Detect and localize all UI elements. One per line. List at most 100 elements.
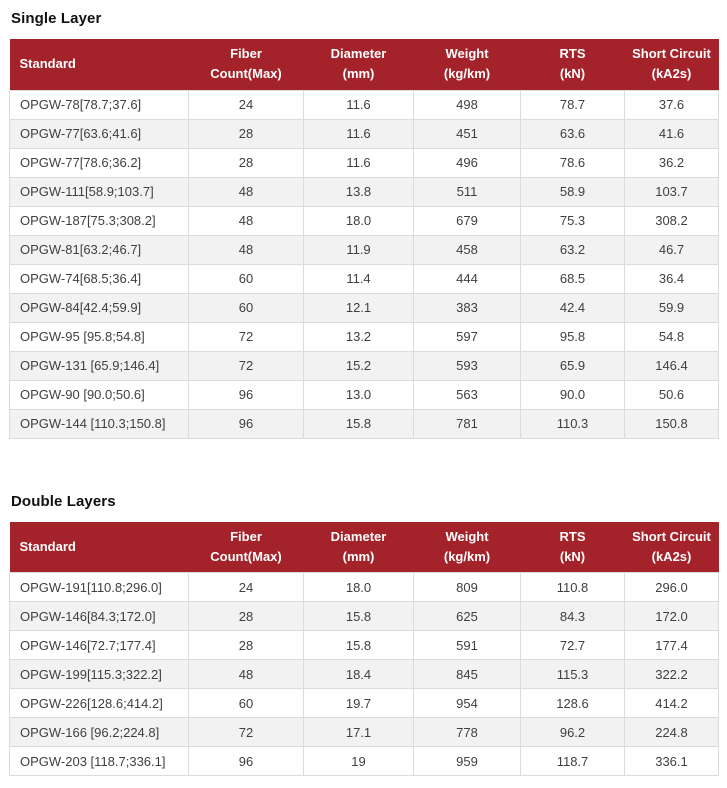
value-cell: 90.0 bbox=[520, 379, 625, 410]
value-cell: 103.7 bbox=[624, 176, 719, 207]
value-cell: 28 bbox=[188, 601, 304, 631]
value-cell: 591 bbox=[413, 630, 521, 660]
value-cell: 11.9 bbox=[303, 234, 414, 265]
value-cell: 625 bbox=[413, 601, 521, 631]
column-header-line: (kN) bbox=[559, 548, 586, 564]
column-header: Diameter (mm) bbox=[303, 521, 414, 573]
double-layers-title: Double Layers bbox=[11, 492, 116, 510]
single-layer-table-body: OPGW-78[78.7;37.6] 24 11.6 498 78.7 37.6 OPGW-… bbox=[9, 89, 719, 439]
value-cell: 84.3 bbox=[520, 601, 625, 631]
column-header-line: Standard bbox=[19, 56, 76, 72]
double-layers-table-body: OPGW-191[110.8;296.0] 24 18.0 809 110.8 296.0… bbox=[9, 572, 719, 776]
value-cell: 75.3 bbox=[520, 205, 625, 236]
value-cell: 11.4 bbox=[303, 263, 414, 294]
value-cell: 414.2 bbox=[624, 688, 719, 718]
value-cell: 95.8 bbox=[520, 321, 625, 352]
table-row: OPGW-84[42.4;59.9] 60 12.1 383 42.4 59.9 bbox=[9, 292, 719, 323]
value-cell: 451 bbox=[413, 118, 521, 149]
value-cell: 58.9 bbox=[520, 176, 625, 207]
value-cell: 68.5 bbox=[520, 263, 625, 294]
column-header-line: Diameter bbox=[330, 528, 387, 544]
column-header: Fiber Count(Max) bbox=[188, 521, 304, 573]
value-cell: 72.7 bbox=[520, 630, 625, 660]
double-layers-table: Standard Fiber Count(Max) Diameter (mm) Weigh… bbox=[9, 521, 719, 776]
value-cell: 18.0 bbox=[303, 572, 414, 602]
standard-cell: OPGW-146[72.7;177.4] bbox=[9, 630, 189, 660]
value-cell: 28 bbox=[188, 630, 304, 660]
standard-cell: OPGW-199[115.3;322.2] bbox=[9, 659, 189, 689]
value-cell: 96 bbox=[188, 746, 304, 776]
value-cell: 59.9 bbox=[624, 292, 719, 323]
table-row: OPGW-144 [110.3;150.8] 96 15.8 781 110.3 150.… bbox=[9, 408, 719, 439]
value-cell: 563 bbox=[413, 379, 521, 410]
standard-cell: OPGW-111[58.9;103.7] bbox=[9, 176, 189, 207]
value-cell: 954 bbox=[413, 688, 521, 718]
standard-cell: OPGW-77[78.6;36.2] bbox=[9, 147, 189, 178]
column-header-line: Count(Max) bbox=[210, 548, 282, 564]
value-cell: 18.0 bbox=[303, 205, 414, 236]
header-row: Standard Fiber Count(Max) Diameter (mm) Weigh… bbox=[9, 39, 719, 90]
table-row: OPGW-74[68.5;36.4] 60 11.4 444 68.5 36.4 bbox=[9, 263, 719, 294]
column-header-line: (mm) bbox=[342, 66, 375, 82]
value-cell: 96 bbox=[188, 408, 304, 439]
value-cell: 845 bbox=[413, 659, 521, 689]
value-cell: 28 bbox=[188, 147, 304, 178]
value-cell: 42.4 bbox=[520, 292, 625, 323]
column-header: Short Circuit (kA2s) bbox=[624, 521, 719, 573]
value-cell: 809 bbox=[413, 572, 521, 602]
single-layer-table: Standard Fiber Count(Max) Diameter (mm) Weigh… bbox=[9, 39, 719, 439]
value-cell: 146.4 bbox=[624, 350, 719, 381]
column-header-line: Count(Max) bbox=[210, 66, 282, 82]
column-header: RTS (kN) bbox=[520, 39, 625, 90]
table-row: OPGW-81[63.2;46.7] 48 11.9 458 63.2 46.7 bbox=[9, 234, 719, 265]
table-row: OPGW-111[58.9;103.7] 48 13.8 511 58.9 103.7 bbox=[9, 176, 719, 207]
standard-cell: OPGW-74[68.5;36.4] bbox=[9, 263, 189, 294]
column-header-line: Weight bbox=[445, 46, 489, 62]
standard-cell: OPGW-191[110.8;296.0] bbox=[9, 572, 189, 602]
value-cell: 336.1 bbox=[624, 746, 719, 776]
column-header-line: Short Circuit bbox=[632, 528, 711, 544]
value-cell: 41.6 bbox=[624, 118, 719, 149]
column-header-line: (kg/km) bbox=[443, 66, 491, 82]
value-cell: 48 bbox=[188, 659, 304, 689]
value-cell: 24 bbox=[188, 572, 304, 602]
table-row: OPGW-78[78.7;37.6] 24 11.6 498 78.7 37.6 bbox=[9, 89, 719, 120]
column-header-line: RTS bbox=[559, 46, 586, 62]
value-cell: 48 bbox=[188, 205, 304, 236]
value-cell: 46.7 bbox=[624, 234, 719, 265]
value-cell: 13.8 bbox=[303, 176, 414, 207]
value-cell: 15.8 bbox=[303, 601, 414, 631]
value-cell: 781 bbox=[413, 408, 521, 439]
table-row: OPGW-90 [90.0;50.6] 96 13.0 563 90.0 50.6 bbox=[9, 379, 719, 410]
column-header: Diameter (mm) bbox=[303, 39, 414, 90]
value-cell: 322.2 bbox=[624, 659, 719, 689]
column-header-line: (kA2s) bbox=[651, 66, 692, 82]
value-cell: 458 bbox=[413, 234, 521, 265]
value-cell: 78.7 bbox=[520, 89, 625, 120]
column-header-line: Short Circuit bbox=[632, 46, 711, 62]
table-row: OPGW-77[78.6;36.2] 28 11.6 496 78.6 36.2 bbox=[9, 147, 719, 178]
standard-cell: OPGW-90 [90.0;50.6] bbox=[9, 379, 189, 410]
column-header-line: RTS bbox=[559, 528, 586, 544]
column-header-line: (kN) bbox=[559, 66, 586, 82]
value-cell: 15.2 bbox=[303, 350, 414, 381]
value-cell: 13.0 bbox=[303, 379, 414, 410]
standard-cell: OPGW-187[75.3;308.2] bbox=[9, 205, 189, 236]
value-cell: 48 bbox=[188, 234, 304, 265]
value-cell: 778 bbox=[413, 717, 521, 747]
value-cell: 63.6 bbox=[520, 118, 625, 149]
column-header-line: Weight bbox=[445, 528, 489, 544]
value-cell: 13.2 bbox=[303, 321, 414, 352]
value-cell: 172.0 bbox=[624, 601, 719, 631]
value-cell: 18.4 bbox=[303, 659, 414, 689]
column-header-line: (mm) bbox=[342, 548, 375, 564]
value-cell: 60 bbox=[188, 688, 304, 718]
value-cell: 110.8 bbox=[520, 572, 625, 602]
standard-cell: OPGW-131 [65.9;146.4] bbox=[9, 350, 189, 381]
column-header: Standard bbox=[9, 521, 189, 573]
value-cell: 11.6 bbox=[303, 89, 414, 120]
value-cell: 37.6 bbox=[624, 89, 719, 120]
value-cell: 65.9 bbox=[520, 350, 625, 381]
table-row: OPGW-131 [65.9;146.4] 72 15.2 593 65.9 146.4 bbox=[9, 350, 719, 381]
